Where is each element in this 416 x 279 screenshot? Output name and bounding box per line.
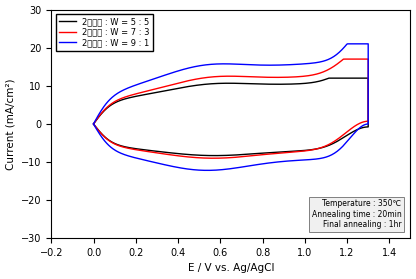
2성분계 : W = 7 : 3: (0.567, -9.02): W = 7 : 3: (0.567, -9.02) xyxy=(211,157,216,160)
2성분계 : W = 9 : 1: (1.2, 21): W = 9 : 1: (1.2, 21) xyxy=(345,42,350,45)
2성분계 : W = 9 : 1: (0.942, -9.67): W = 9 : 1: (0.942, -9.67) xyxy=(290,159,295,162)
Y-axis label: Current (mA/cm²): Current (mA/cm²) xyxy=(5,78,15,170)
2성분계 : W = 9 : 1: (1.02, -9.4): W = 9 : 1: (1.02, -9.4) xyxy=(307,158,312,161)
2성분계 : W = 5 : 5: (0, 0.0119): W = 5 : 5: (0, 0.0119) xyxy=(91,122,96,126)
2성분계 : W = 7 : 3: (0.942, -7.39): W = 7 : 3: (0.942, -7.39) xyxy=(290,150,295,154)
2성분계 : W = 9 : 1: (0, -0.0953): W = 9 : 1: (0, -0.0953) xyxy=(91,122,96,126)
2성분계 : W = 5 : 5: (0.16, 6.71): W = 5 : 5: (0.16, 6.71) xyxy=(125,97,130,100)
2성분계 : W = 7 : 3: (0.355, -8.06): W = 7 : 3: (0.355, -8.06) xyxy=(166,153,171,156)
2성분계 : W = 9 : 1: (1.09, -8.91): W = 9 : 1: (1.09, -8.91) xyxy=(321,156,326,160)
2성분계 : W = 7 : 3: (0, 0.0158): W = 7 : 3: (0, 0.0158) xyxy=(91,122,96,126)
2성분계 : W = 5 : 5: (1.11, 12): W = 5 : 5: (1.11, 12) xyxy=(327,76,332,80)
X-axis label: E / V vs. Ag/AgCl: E / V vs. Ag/AgCl xyxy=(188,263,274,273)
2성분계 : W = 5 : 5: (0.626, -8.28): W = 5 : 5: (0.626, -8.28) xyxy=(223,154,228,157)
Legend: 2성분계 : W = 5 : 5, 2성분계 : W = 7 : 3, 2성분계 : W = 9 : 1: 2성분계 : W = 5 : 5, 2성분계 : W = 7 : 3, 2성분계… xyxy=(55,14,153,51)
Line: 2성분계 : W = 9 : 1: 2성분계 : W = 9 : 1 xyxy=(94,44,368,170)
Line: 2성분계 : W = 5 : 5: 2성분계 : W = 5 : 5 xyxy=(94,78,368,156)
2성분계 : W = 5 : 5: (1.02, -6.86): W = 5 : 5: (1.02, -6.86) xyxy=(307,148,312,152)
2성분계 : W = 7 : 3: (1.19, 17): W = 7 : 3: (1.19, 17) xyxy=(342,57,347,61)
2성분계 : W = 9 : 1: (0.16, 9.33): W = 9 : 1: (0.16, 9.33) xyxy=(125,86,130,90)
Text: Temperature : 350℃
Annealing time : 20min
Final annealing : 1hr: Temperature : 350℃ Annealing time : 20mi… xyxy=(312,199,401,229)
2성분계 : W = 9 : 1: (0, 0.033): W = 9 : 1: (0, 0.033) xyxy=(91,122,96,125)
2성분계 : W = 5 : 5: (1.09, -6.14): W = 5 : 5: (1.09, -6.14) xyxy=(321,146,326,149)
2성분계 : W = 5 : 5: (0, -0.052): W = 5 : 5: (0, -0.052) xyxy=(91,122,96,126)
2성분계 : W = 7 : 3: (0.626, -8.94): W = 7 : 3: (0.626, -8.94) xyxy=(223,156,228,160)
2성분계 : W = 7 : 3: (1.02, -6.96): W = 7 : 3: (1.02, -6.96) xyxy=(307,149,312,152)
Line: 2성분계 : W = 7 : 3: 2성분계 : W = 7 : 3 xyxy=(94,59,368,158)
2성분계 : W = 5 : 5: (0.355, -7.55): W = 5 : 5: (0.355, -7.55) xyxy=(166,151,171,154)
2성분계 : W = 9 : 1: (0.626, -11.9): W = 9 : 1: (0.626, -11.9) xyxy=(223,168,228,171)
2성분계 : W = 7 : 3: (0.16, 7.23): W = 7 : 3: (0.16, 7.23) xyxy=(125,95,130,98)
2성분계 : W = 7 : 3: (1.09, -6.03): W = 7 : 3: (1.09, -6.03) xyxy=(321,145,326,148)
2성분계 : W = 9 : 1: (0.355, -11): W = 9 : 1: (0.355, -11) xyxy=(166,164,171,167)
2성분계 : W = 7 : 3: (0, -0.0694): W = 7 : 3: (0, -0.0694) xyxy=(91,122,96,126)
2성분계 : W = 5 : 5: (0.573, -8.33): W = 5 : 5: (0.573, -8.33) xyxy=(212,154,217,157)
2성분계 : W = 9 : 1: (0.538, -12.2): W = 9 : 1: (0.538, -12.2) xyxy=(205,169,210,172)
2성분계 : W = 5 : 5: (0.942, -7.19): W = 5 : 5: (0.942, -7.19) xyxy=(290,150,295,153)
